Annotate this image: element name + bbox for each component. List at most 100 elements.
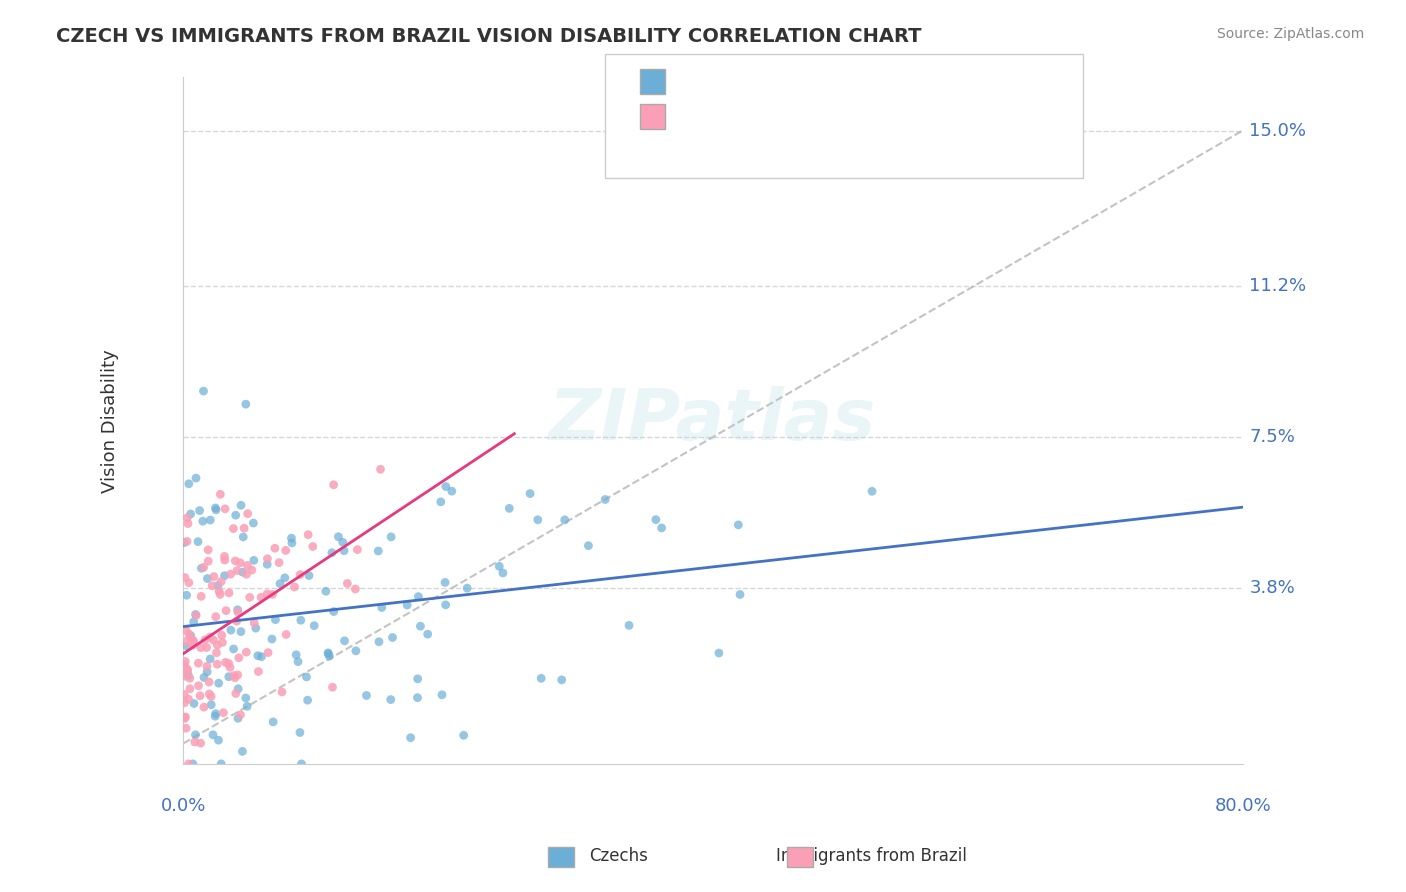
Point: [498, 501, 520, 516]
Point: [193, 700, 215, 714]
Point: [256, 558, 278, 572]
Point: [176, 664, 198, 678]
Point: [333, 543, 356, 558]
Point: [214, 501, 236, 516]
Point: [408, 590, 430, 604]
Point: [174, 634, 197, 648]
Point: [201, 579, 224, 593]
Point: [218, 670, 240, 684]
Point: [204, 706, 226, 721]
Point: [187, 679, 209, 693]
Point: [344, 644, 367, 658]
Text: 121: 121: [815, 72, 851, 90]
Point: [226, 603, 249, 617]
Point: [177, 692, 200, 706]
Point: [177, 516, 200, 531]
Point: [208, 676, 231, 690]
Point: [287, 655, 309, 669]
Point: [214, 553, 236, 567]
Point: [297, 527, 319, 541]
Point: [236, 507, 259, 521]
Point: [644, 513, 666, 527]
Point: [173, 688, 195, 702]
Point: [214, 549, 236, 564]
Point: [250, 591, 273, 605]
Point: [179, 631, 201, 645]
Point: [200, 652, 222, 666]
Point: [202, 569, 225, 583]
Text: 80.0%: 80.0%: [1215, 797, 1271, 814]
Point: [226, 681, 249, 696]
Text: 15.0%: 15.0%: [1250, 121, 1306, 139]
Point: [184, 607, 207, 622]
Point: [207, 733, 229, 747]
Point: [219, 567, 242, 582]
Point: [177, 627, 200, 641]
Point: [229, 707, 252, 722]
Point: [193, 384, 215, 398]
Text: R =: R =: [678, 108, 709, 126]
Point: [242, 516, 264, 530]
Point: [328, 530, 350, 544]
Point: [204, 609, 226, 624]
Point: [195, 665, 218, 679]
Point: [207, 657, 229, 672]
Point: [380, 692, 402, 706]
Point: [197, 554, 219, 568]
Point: [218, 586, 240, 600]
Point: [229, 556, 252, 570]
Point: [322, 477, 344, 491]
Point: [246, 648, 269, 663]
Point: [198, 687, 221, 701]
Point: [526, 513, 548, 527]
Point: [214, 568, 236, 582]
Point: [434, 575, 457, 590]
Point: [406, 672, 429, 686]
Point: [184, 471, 207, 485]
Point: [269, 576, 291, 591]
Point: [318, 649, 340, 664]
Point: [250, 649, 273, 664]
Point: [225, 686, 247, 700]
Point: [204, 709, 226, 723]
Point: [264, 613, 287, 627]
Text: 11.2%: 11.2%: [1250, 277, 1306, 295]
Point: [271, 685, 294, 699]
Point: [212, 706, 235, 720]
Point: [344, 582, 367, 596]
Point: [492, 566, 515, 580]
Point: [321, 680, 343, 694]
Point: [177, 575, 200, 590]
Point: [274, 571, 297, 585]
Point: [176, 511, 198, 525]
Point: [381, 631, 404, 645]
Point: [368, 634, 391, 648]
Point: [236, 699, 259, 714]
Point: [239, 591, 262, 605]
Point: [209, 756, 232, 771]
Point: [380, 530, 402, 544]
Point: [190, 736, 212, 750]
Point: [177, 668, 200, 682]
Point: [399, 731, 422, 745]
Point: [430, 495, 453, 509]
Point: [186, 608, 208, 623]
Point: [200, 690, 222, 704]
Point: [211, 635, 233, 649]
Point: [333, 633, 356, 648]
Text: 0.453: 0.453: [714, 108, 766, 126]
Point: [198, 675, 221, 690]
Point: [201, 728, 224, 742]
Point: [188, 689, 211, 703]
Point: [180, 629, 202, 643]
Point: [519, 486, 541, 500]
Point: [219, 660, 242, 674]
Point: [346, 542, 368, 557]
Point: [173, 535, 195, 549]
Point: [174, 655, 197, 669]
Point: [224, 554, 246, 568]
Point: [256, 587, 278, 601]
Text: 0.0%: 0.0%: [160, 797, 205, 814]
Point: [209, 587, 232, 601]
Point: [197, 572, 219, 586]
